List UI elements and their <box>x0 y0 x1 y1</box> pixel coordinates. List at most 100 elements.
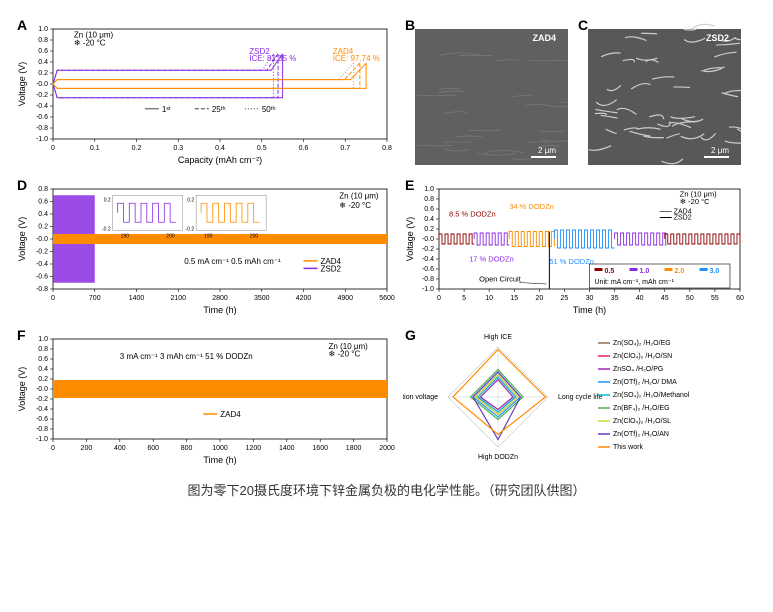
svg-text:ZSD2: ZSD2 <box>674 215 692 222</box>
svg-text:ICE: 82.35 %: ICE: 82.35 % <box>249 54 296 63</box>
panel-g-label: G <box>405 327 416 343</box>
svg-text:Voltage (V): Voltage (V) <box>17 217 27 262</box>
svg-text:51 % DODZn: 51 % DODZn <box>549 257 594 266</box>
svg-text:Zn(ClO₄)₂ /H₂O/SN: Zn(ClO₄)₂ /H₂O/SN <box>613 353 672 360</box>
svg-text:-0.2: -0.2 <box>36 249 48 256</box>
svg-text:2 μm: 2 μm <box>711 146 729 155</box>
svg-text:1800: 1800 <box>346 445 362 452</box>
svg-text:-0.8: -0.8 <box>36 426 48 433</box>
svg-text:200: 200 <box>81 445 93 452</box>
svg-text:0: 0 <box>51 445 55 452</box>
svg-text:This work: This work <box>613 444 643 451</box>
svg-text:0.2: 0.2 <box>38 70 48 77</box>
svg-text:2.0: 2.0 <box>675 268 685 275</box>
svg-text:High DODZn: High DODZn <box>478 454 518 461</box>
svg-text:-0.4: -0.4 <box>422 256 434 263</box>
svg-text:4900: 4900 <box>337 295 353 302</box>
panel-e: E 051015202530354045505560-1.0-0.8-0.6-0… <box>403 175 748 315</box>
svg-text:0.6: 0.6 <box>299 145 309 152</box>
svg-text:60: 60 <box>736 295 744 302</box>
svg-text:190: 190 <box>121 233 130 239</box>
svg-text:-0.4: -0.4 <box>36 261 48 268</box>
svg-text:0.4: 0.4 <box>38 59 48 66</box>
svg-text:34 % DODZn: 34 % DODZn <box>509 202 554 211</box>
svg-text:3.0: 3.0 <box>710 268 720 275</box>
svg-text:-0.0: -0.0 <box>36 236 48 243</box>
svg-text:0.6: 0.6 <box>38 199 48 206</box>
svg-text:❄ -20 °C: ❄ -20 °C <box>680 197 710 206</box>
svg-text:Capacity (mAh cm⁻²): Capacity (mAh cm⁻²) <box>178 155 262 165</box>
svg-text:45: 45 <box>661 295 669 302</box>
svg-text:3500: 3500 <box>254 295 270 302</box>
svg-text:Zn(OTf)₂ /H₂O/ DMA: Zn(OTf)₂ /H₂O/ DMA <box>613 379 677 386</box>
svg-text:1400: 1400 <box>129 295 145 302</box>
figure-container: A 00.10.20.30.40.50.60.70.8-1.0-0.8-0.6-… <box>0 0 773 514</box>
svg-text:400: 400 <box>114 445 126 452</box>
svg-text:1.0: 1.0 <box>424 186 434 193</box>
svg-text:35: 35 <box>611 295 619 302</box>
svg-text:❄ -20 °C: ❄ -20 °C <box>329 350 361 359</box>
svg-text:40: 40 <box>636 295 644 302</box>
svg-text:1ˢᵗ: 1ˢᵗ <box>162 105 171 114</box>
svg-text:25ᵗʰ: 25ᵗʰ <box>212 105 226 114</box>
svg-text:5: 5 <box>462 295 466 302</box>
svg-text:800: 800 <box>181 445 193 452</box>
svg-text:0.4: 0.4 <box>424 216 434 223</box>
panel-f: F 0200400600800100012001400160018002000-… <box>15 325 395 465</box>
svg-text:ZSD2: ZSD2 <box>321 264 342 273</box>
svg-text:-0.2: -0.2 <box>186 226 195 232</box>
svg-text:-0.6: -0.6 <box>422 266 434 273</box>
panel-e-label: E <box>405 177 414 193</box>
svg-text:ICE: 97.74 %: ICE: 97.74 % <box>333 54 380 63</box>
svg-text:0.2: 0.2 <box>104 197 111 203</box>
svg-text:High ICE: High ICE <box>484 334 512 341</box>
svg-text:Voltage (V): Voltage (V) <box>17 367 27 412</box>
svg-text:2 μm: 2 μm <box>538 146 556 155</box>
svg-text:0.8: 0.8 <box>38 37 48 44</box>
svg-text:0.2: 0.2 <box>38 376 48 383</box>
svg-text:0.8: 0.8 <box>38 186 48 193</box>
svg-text:❄ -20 °C: ❄ -20 °C <box>339 201 371 210</box>
figure-caption: 图为零下20摄氏度环境下锌金属负极的电化学性能。（研究团队供图） <box>15 480 758 499</box>
svg-text:2000: 2000 <box>379 445 395 452</box>
svg-text:1400: 1400 <box>279 445 295 452</box>
svg-text:Zn(ClO₄)₂ /H₂O/SL: Zn(ClO₄)₂ /H₂O/SL <box>613 418 671 425</box>
svg-text:Voltage (V): Voltage (V) <box>405 217 415 262</box>
svg-text:2100: 2100 <box>170 295 186 302</box>
svg-text:Zn (10 μm): Zn (10 μm) <box>339 191 379 200</box>
svg-text:-0.8: -0.8 <box>36 125 48 132</box>
svg-text:1200: 1200 <box>246 445 262 452</box>
svg-text:Zn(OTf)₂ /H₂O/AN: Zn(OTf)₂ /H₂O/AN <box>613 431 669 438</box>
svg-text:0.7: 0.7 <box>340 145 350 152</box>
svg-text:0: 0 <box>51 145 55 152</box>
svg-text:1.0: 1.0 <box>640 268 650 275</box>
svg-text:Time (h): Time (h) <box>203 305 236 315</box>
svg-text:1000: 1000 <box>212 445 228 452</box>
svg-text:-0.6: -0.6 <box>36 114 48 121</box>
svg-text:50ᵗʰ: 50ᵗʰ <box>262 105 276 114</box>
panel-d-chart: 07001400210028003500420049005600-0.8-0.6… <box>15 175 395 315</box>
panel-c-label: C <box>578 17 588 33</box>
svg-text:-0.6: -0.6 <box>36 416 48 423</box>
svg-text:50: 50 <box>686 295 694 302</box>
panel-c: C ZSD22 μm <box>576 15 741 165</box>
svg-text:-0.2: -0.2 <box>102 226 111 232</box>
svg-text:ZnSO₄ /H₂O/PG: ZnSO₄ /H₂O/PG <box>613 366 663 373</box>
svg-text:200: 200 <box>250 233 259 239</box>
svg-text:-1.0: -1.0 <box>422 286 434 293</box>
svg-text:Zn(SO₄)₂ /H₂O/EG: Zn(SO₄)₂ /H₂O/EG <box>613 340 671 347</box>
svg-text:0.2: 0.2 <box>424 226 434 233</box>
svg-text:0.8: 0.8 <box>38 346 48 353</box>
row-1: A 00.10.20.30.40.50.60.70.8-1.0-0.8-0.6-… <box>15 15 758 165</box>
panel-e-chart: 051015202530354045505560-1.0-0.8-0.6-0.4… <box>403 175 748 315</box>
svg-text:20: 20 <box>535 295 543 302</box>
svg-text:ZAD4: ZAD4 <box>532 33 556 43</box>
svg-text:0.3: 0.3 <box>173 145 183 152</box>
panel-g-radar: High ICELong cycle lifeHigh DODZnSmall p… <box>403 325 748 465</box>
svg-text:5600: 5600 <box>379 295 395 302</box>
svg-text:700: 700 <box>89 295 101 302</box>
svg-text:-0.2: -0.2 <box>36 396 48 403</box>
svg-text:0.6: 0.6 <box>38 356 48 363</box>
row-2: D 07001400210028003500420049005600-0.8-0… <box>15 175 758 315</box>
svg-text:Time (h): Time (h) <box>203 455 236 465</box>
